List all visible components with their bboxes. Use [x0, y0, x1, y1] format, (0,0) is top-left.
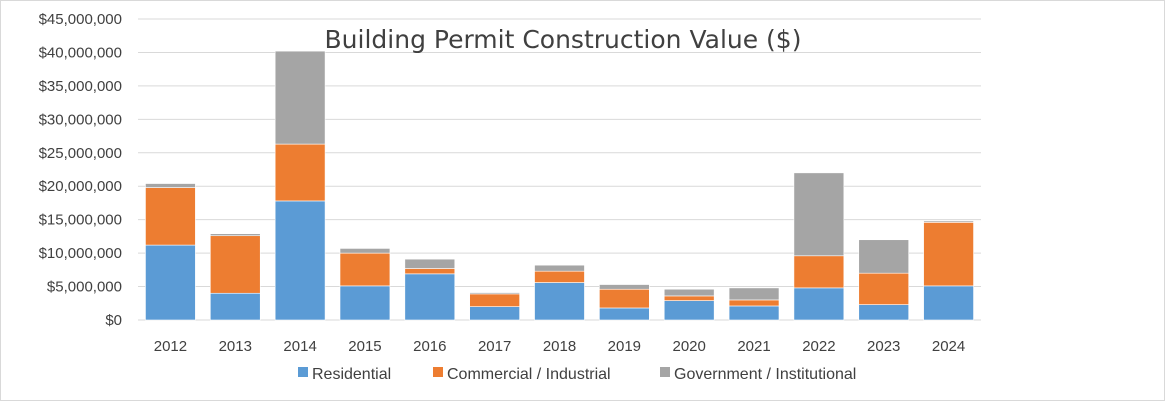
y-tick-label: $20,000,000: [39, 178, 122, 195]
bar-segment: [274, 143, 326, 202]
bar-segment: [339, 285, 391, 321]
bar-segment: [793, 255, 845, 289]
bar-segment: [274, 50, 326, 145]
x-tick-label: 2018: [543, 338, 576, 355]
bar-segment: [599, 288, 650, 309]
bar-segment: [923, 285, 974, 321]
x-tick-label: 2015: [348, 338, 381, 355]
x-tick-label: 2013: [219, 338, 252, 355]
bar-segment: [469, 292, 520, 295]
bar-segment: [858, 272, 909, 305]
bar-segment: [534, 282, 585, 321]
bar-segment: [663, 300, 715, 321]
bar-segment: [728, 299, 780, 307]
legend-swatch: [660, 367, 670, 377]
x-tick-label: 2023: [867, 338, 900, 355]
bar-segment: [210, 233, 261, 237]
bar-segment: [404, 258, 456, 269]
y-tick-label: $35,000,000: [39, 78, 122, 95]
legend: Residential Commercial / Industrial Govern…: [298, 366, 856, 383]
x-tick-label: 2020: [673, 338, 706, 355]
legend-label: Commercial / Industrial: [447, 366, 611, 383]
x-tick-label: 2014: [283, 338, 316, 355]
bar-segment: [469, 306, 520, 321]
bar-segment: [210, 235, 261, 294]
x-tick-label: 2016: [413, 338, 446, 355]
bar-segment: [145, 183, 196, 188]
x-tick-label: 2021: [737, 338, 770, 355]
bar-segment: [923, 220, 974, 223]
bar-segment: [663, 295, 715, 301]
bar-segment: [663, 288, 715, 297]
bars: [145, 50, 974, 321]
y-tick-label: $25,000,000: [39, 145, 122, 162]
bar-segment: [858, 304, 909, 321]
chart-title: Building Permit Construction Value ($): [325, 25, 802, 54]
bar-segment: [339, 248, 391, 254]
bar-segment: [145, 187, 196, 246]
bar-segment: [534, 270, 585, 283]
legend-label: Residential: [312, 366, 391, 383]
bar-segment: [145, 244, 196, 321]
bar-segment: [599, 284, 650, 290]
bar-segment: [728, 305, 780, 321]
bar-segment: [469, 293, 520, 307]
y-tick-label: $30,000,000: [39, 111, 122, 128]
y-tick-label: $40,000,000: [39, 44, 122, 61]
y-tick-label: $45,000,000: [39, 11, 122, 28]
y-axis-tick-labels: $0 $5,000,000 $10,000,000 $15,000,000 $20,00…: [39, 11, 122, 329]
bar-segment: [274, 200, 326, 321]
bar-segment: [404, 268, 456, 275]
y-tick-label: $5,000,000: [47, 279, 122, 296]
bar-segment: [793, 172, 845, 257]
bar-segment: [858, 239, 909, 274]
legend-label: Government / Institutional: [674, 366, 856, 383]
x-tick-label: 2022: [802, 338, 835, 355]
y-tick-label: $15,000,000: [39, 212, 122, 229]
legend-swatch: [433, 367, 443, 377]
x-tick-label: 2012: [154, 338, 187, 355]
bar-segment: [210, 292, 261, 321]
bar-segment: [923, 222, 974, 287]
x-tick-label: 2017: [478, 338, 511, 355]
bar-segment: [599, 307, 650, 321]
y-tick-label: $10,000,000: [39, 245, 122, 262]
bar-segment: [534, 264, 585, 272]
legend-swatch: [298, 367, 308, 377]
x-axis-tick-labels: 2012 2013 2014 2015 2016 2017 2018 2019 2020 2021…: [154, 338, 966, 355]
bar-segment: [728, 287, 780, 301]
x-tick-label: 2024: [932, 338, 965, 355]
bar-segment: [793, 287, 845, 321]
bar-segment: [339, 252, 391, 287]
y-tick-label: $0: [105, 312, 122, 329]
x-tick-label: 2019: [608, 338, 641, 355]
bar-segment: [404, 273, 456, 321]
